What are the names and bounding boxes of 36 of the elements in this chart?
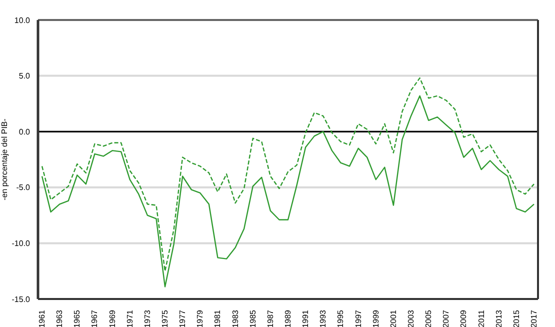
x-tick-label: 1975 (160, 309, 170, 327)
y-tick-label: 10.0 (14, 16, 31, 25)
x-tick-label: 1963 (55, 309, 64, 327)
x-tick-label: 1987 (266, 309, 275, 327)
x-tick-label: 2003 (406, 309, 416, 327)
x-tick-label: 2009 (459, 309, 468, 327)
x-tick-label: 1997 (354, 309, 363, 327)
x-tick-label: 1971 (125, 309, 134, 327)
x-tick-label: 1973 (142, 309, 152, 327)
x-tick-label: 2007 (442, 309, 451, 327)
y-tick-label: -10.0 (12, 239, 31, 248)
y-axis-title: -en porcentaje del PIB- (0, 118, 9, 200)
y-tick-label: -15.0 (12, 294, 31, 304)
x-tick-label: 1989 (284, 309, 292, 327)
x-tick-label: 1983 (230, 309, 240, 327)
y-tick-label: -5.0 (16, 183, 31, 192)
x-tick-label: 2015 (512, 309, 521, 327)
x-tick-label: 1979 (196, 309, 205, 327)
x-tick-label: 1999 (371, 309, 380, 327)
x-tick-label: 1961 (38, 309, 46, 327)
x-tick-label: 2005 (424, 309, 434, 327)
x-tick-label: 1995 (336, 309, 346, 327)
x-tick-label: 2013 (494, 309, 504, 327)
x-tick-label: 1967 (90, 309, 100, 327)
x-tick-label: 1981 (213, 309, 222, 327)
x-tick-label: 2017 (530, 309, 538, 327)
x-tick-label: 1969 (108, 309, 117, 327)
x-tick-label: 2001 (388, 309, 398, 327)
x-tick-label: 1991 (301, 309, 310, 327)
x-tick-label: 2011 (476, 309, 486, 327)
x-tick-label: 1965 (72, 309, 82, 327)
x-tick-label: 1977 (178, 309, 188, 327)
y-tick-label: 0.0 (18, 127, 31, 136)
y-tick-label: 5.0 (18, 72, 31, 81)
x-tick-label: 1985 (248, 309, 258, 327)
x-tick-label: 1993 (318, 309, 328, 327)
